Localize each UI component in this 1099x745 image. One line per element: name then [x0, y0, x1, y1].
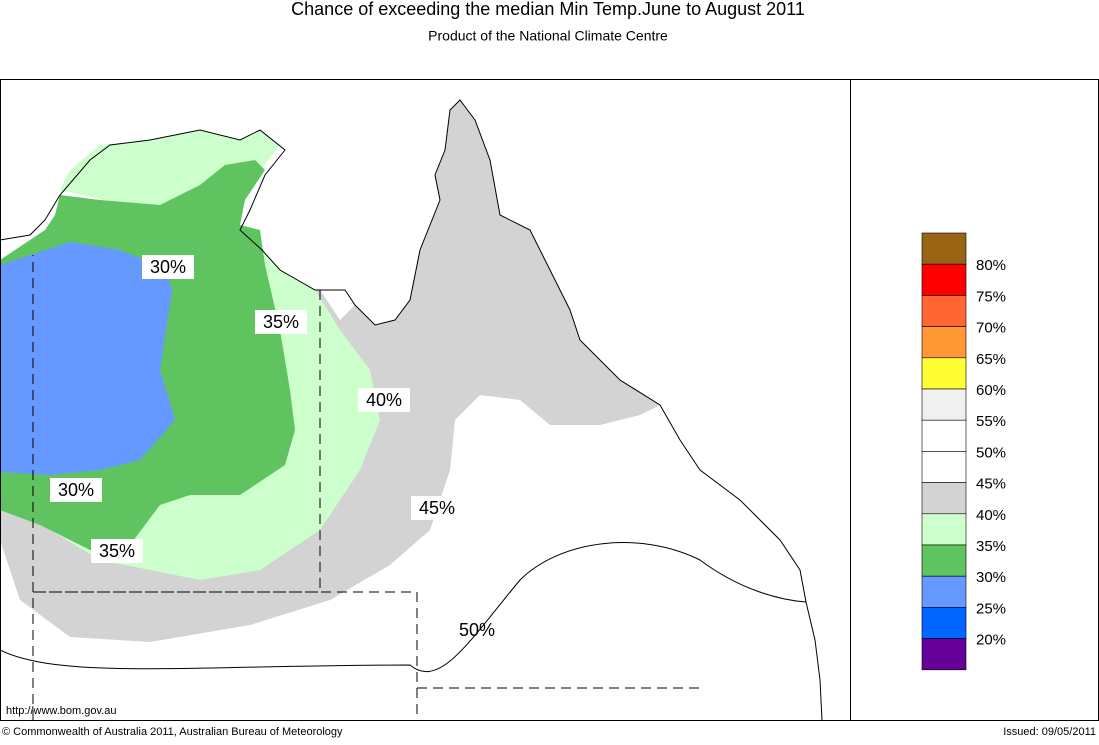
label-bg [411, 496, 463, 520]
label-bg [50, 478, 102, 502]
contour-label: 30% [150, 257, 186, 277]
region-30 [0, 242, 175, 475]
legend-swatch [921, 388, 967, 421]
legend-swatch [921, 326, 967, 359]
legend-label: 80% [976, 257, 1006, 274]
legend-label: 30% [976, 569, 1006, 586]
legend-label: 55% [976, 413, 1006, 430]
legend-swatch [921, 357, 967, 390]
contour-label: 35% [263, 312, 299, 332]
contour-label: 40% [366, 390, 402, 410]
issued: Issued: 09/05/2011 [1003, 726, 1096, 738]
contour-50 [0, 542, 807, 672]
legend-label: 25% [976, 600, 1006, 617]
label-bg [142, 255, 194, 279]
legend-label: 40% [976, 507, 1006, 524]
legend-swatch [921, 419, 967, 452]
legend-label: 70% [976, 320, 1006, 337]
legend-swatch [921, 263, 967, 296]
legend: 80% 75% 70% 65% 60% 55% 50% 45% 40% 35% 30% 25% 20% [921, 232, 1006, 671]
legend-swatch [921, 482, 967, 515]
legend-swatch [921, 295, 967, 327]
legend-label: 45% [976, 476, 1006, 493]
state-border [32, 255, 700, 720]
title: Chance of exceeding the median Min Temp.… [291, 0, 805, 19]
legend-swatch [921, 232, 967, 265]
label-bg [91, 539, 143, 563]
legend-swatch [921, 513, 967, 546]
legend-label: 20% [976, 632, 1006, 649]
legend-swatch [921, 575, 967, 608]
legend-label: 50% [976, 444, 1006, 461]
legend-swatch [921, 638, 967, 671]
url: http://www.bom.gov.au [6, 705, 116, 717]
subtitle: Product of the National Climate Centre [428, 28, 668, 44]
legend-label: 35% [976, 538, 1006, 555]
copyright: © Commonwealth of Australia 2011, Austra… [2, 726, 343, 738]
contour-label: 30% [58, 480, 94, 500]
contour-label: 35% [99, 541, 135, 561]
legend-label: 60% [976, 382, 1006, 399]
legend-label: 75% [976, 288, 1006, 305]
label-bg [255, 310, 307, 334]
label-bg [358, 388, 410, 412]
legend-label: 65% [976, 351, 1006, 368]
legend-swatch [921, 451, 967, 483]
coastline [0, 99, 823, 721]
contour-label: 50% [459, 620, 495, 640]
map: 30% 35% 40% 30% 35% 45% 50% http://www.b… [0, 79, 850, 721]
legend-swatch [921, 544, 967, 577]
legend-swatch [921, 607, 967, 639]
contour-label: 45% [419, 498, 455, 518]
